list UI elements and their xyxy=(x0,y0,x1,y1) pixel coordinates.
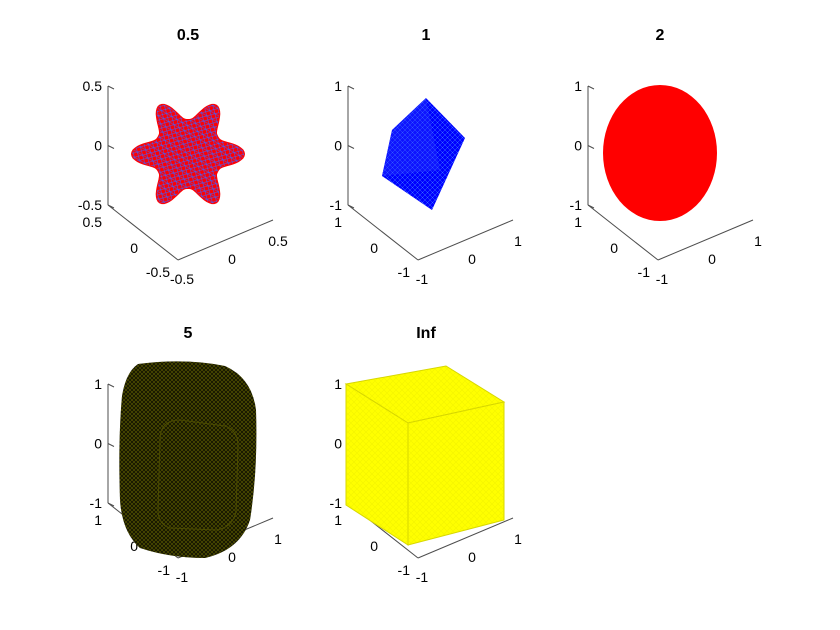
y-tick-label: 0 xyxy=(370,538,378,554)
z-tick-label: 1 xyxy=(334,78,342,94)
panel-title: 0.5 xyxy=(177,27,199,44)
z-tick-mark xyxy=(587,85,595,90)
z-tick-mark xyxy=(107,204,115,209)
z-tick-mark xyxy=(347,204,355,209)
x-tick-label: 1 xyxy=(514,531,522,547)
octahedron-mesh xyxy=(382,98,465,210)
y-tick-label: 1 xyxy=(334,214,342,230)
rounded-cube-mesh xyxy=(119,361,257,558)
y-tick-label: -1 xyxy=(398,264,411,280)
x-tick-label: -1 xyxy=(176,569,189,585)
x-tick-label: -0.5 xyxy=(170,271,194,287)
z-tick-mark xyxy=(347,85,355,90)
z-tick-label: 0 xyxy=(94,436,102,452)
z-tick-label: -1 xyxy=(330,197,343,213)
z-tick-mark xyxy=(347,145,355,149)
y-tick-label: 1 xyxy=(334,512,342,528)
y-tick-label: 1 xyxy=(94,512,102,528)
y-tick-label: -1 xyxy=(398,562,411,578)
z-tick-label: 0 xyxy=(334,436,342,452)
x-axis-line xyxy=(417,219,514,261)
y-tick-label: 0 xyxy=(610,240,618,256)
x-axis-line xyxy=(657,219,754,261)
panel-title: Inf xyxy=(416,325,436,342)
y-tick-label: -1 xyxy=(158,562,171,578)
z-tick-label: 0.5 xyxy=(83,78,103,94)
x-tick-label: 0 xyxy=(228,251,236,267)
x-tick-label: -1 xyxy=(656,271,669,287)
panel-title: 1 xyxy=(422,27,431,44)
z-tick-mark xyxy=(107,145,115,149)
y-tick-label: 0.5 xyxy=(83,214,103,230)
z-tick-label: -0.5 xyxy=(78,197,102,213)
z-tick-mark xyxy=(107,443,115,447)
x-tick-label: 0 xyxy=(708,251,716,267)
y-axis-line xyxy=(347,204,419,261)
x-axis-line xyxy=(417,517,514,559)
y-tick-label: 1 xyxy=(574,214,582,230)
x-tick-label: 1 xyxy=(514,233,522,249)
x-tick-label: 0 xyxy=(468,251,476,267)
y-tick-label: -0.5 xyxy=(146,264,170,280)
z-tick-mark xyxy=(107,85,115,90)
x-tick-label: 0 xyxy=(228,549,236,565)
z-tick-label: 1 xyxy=(94,376,102,392)
z-tick-label: 0 xyxy=(94,138,102,154)
rounded-cube-contour xyxy=(157,419,239,531)
star-mesh xyxy=(132,104,244,204)
z-tick-mark xyxy=(107,383,115,388)
x-tick-label: 0 xyxy=(468,549,476,565)
x-tick-label: 0.5 xyxy=(268,233,288,249)
z-tick-label: 0 xyxy=(334,138,342,154)
subplot-1: 0.50-0.50.50-0.5 -0.500.50.5 xyxy=(78,27,288,287)
z-tick-label: -1 xyxy=(330,495,343,511)
y-tick-label: 0 xyxy=(130,538,138,554)
panel-title: 2 xyxy=(656,27,665,44)
panel-title: 5 xyxy=(184,325,193,342)
cube-mesh xyxy=(346,366,504,545)
z-tick-label: 1 xyxy=(574,78,582,94)
y-axis-line xyxy=(587,204,659,261)
z-tick-mark xyxy=(587,145,595,149)
z-tick-mark xyxy=(107,502,115,507)
y-tick-label: -1 xyxy=(638,264,651,280)
y-tick-label: 0 xyxy=(130,240,138,256)
sphere-surface xyxy=(603,85,717,221)
y-axis-line xyxy=(107,204,179,261)
z-tick-label: 1 xyxy=(334,376,342,392)
octahedron-face xyxy=(382,98,440,176)
y-tick-label: 0 xyxy=(370,240,378,256)
z-tick-mark xyxy=(587,204,595,209)
z-tick-label: 0 xyxy=(574,138,582,154)
z-tick-label: -1 xyxy=(570,197,583,213)
x-tick-label: 1 xyxy=(274,531,282,547)
x-tick-label: -1 xyxy=(416,271,429,287)
x-tick-label: 1 xyxy=(754,233,762,249)
x-axis-line xyxy=(177,219,274,261)
x-tick-label: -1 xyxy=(416,569,429,585)
z-tick-label: -1 xyxy=(90,495,103,511)
